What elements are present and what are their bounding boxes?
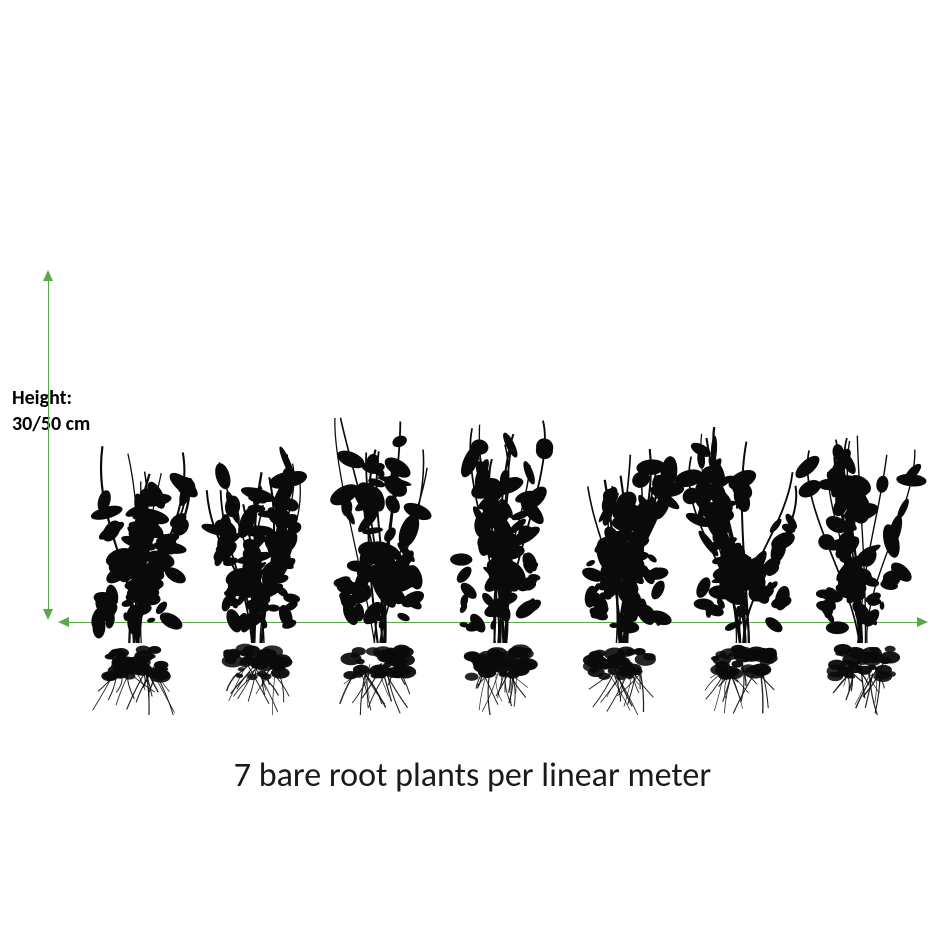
plant-icon xyxy=(80,395,192,715)
planting-diagram: Height:30/50 cm 7 bare root plants per l… xyxy=(0,0,945,945)
arrowhead-down-icon xyxy=(43,609,53,620)
plant-icon xyxy=(687,395,799,715)
plant-icon xyxy=(201,395,313,715)
caption: 7 bare root plants per linear meter xyxy=(0,755,945,796)
height-arrow-line xyxy=(48,278,49,612)
plants-row xyxy=(80,375,920,715)
plant-icon xyxy=(444,395,556,715)
plant-icon xyxy=(565,395,677,715)
plant-icon xyxy=(808,395,920,715)
plant-icon xyxy=(323,395,435,715)
height-arrow xyxy=(48,270,50,620)
